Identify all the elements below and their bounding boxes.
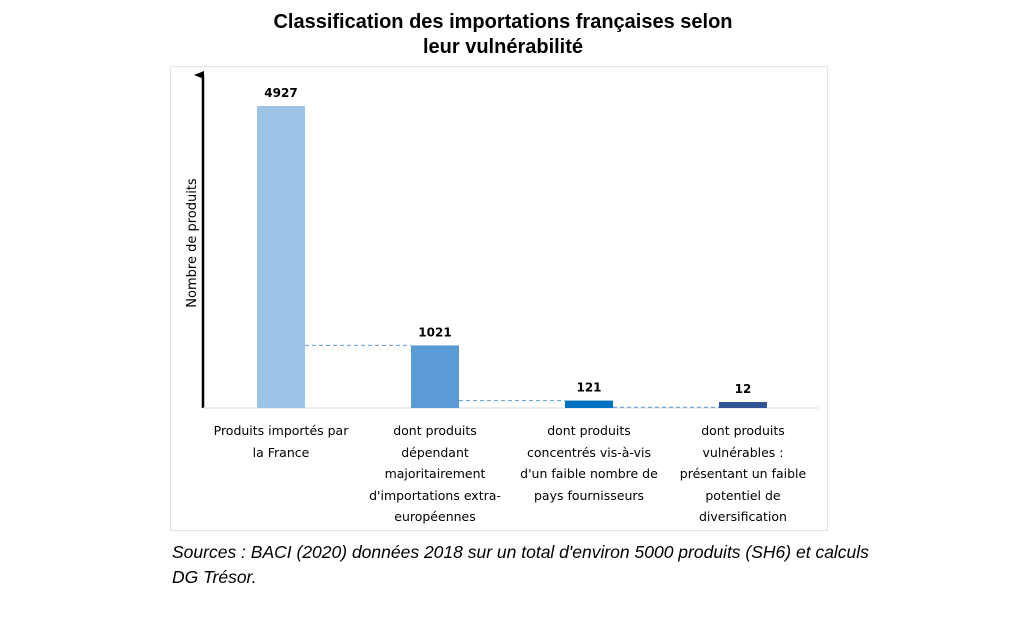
bar [411,345,459,408]
chart-title-line-2: leur vulnérabilité [422,36,584,58]
chart-title-line-1: Classification des importations français… [273,11,733,33]
x-tick-label-line: majoritairement [384,466,486,481]
x-tick-label-line: dont produits [547,423,631,438]
x-tick-label-line: concentrés vis-à-vis [527,444,651,460]
x-tick-label-line: vulnérables : [702,444,784,460]
x-tick-label-line: présentant un faible [679,466,807,481]
x-tick-label-line: Produits importés par [213,423,349,438]
source-note: Sources : BACI (2020) données 2018 sur u… [172,542,869,587]
x-tick-label-line: européennes [394,509,476,524]
x-tick-label: dont produits dépendant majoritairement d'i… [360,420,510,528]
x-tick-label-line: diversification [699,509,787,524]
bar-value-label: 4927 [264,86,297,100]
bar [257,106,305,408]
bar [565,400,613,408]
x-tick-label-line: la France [252,444,310,460]
x-tick-label-line: dont produits [701,423,785,438]
x-tick-label-line: d'un faible nombre de [520,466,658,481]
x-tick-label-line: dépendant [401,444,469,460]
chart-title: Classification des importations français… [0,10,1006,60]
bar-value-label: 12 [735,382,752,396]
x-tick-label: dont produits vulnérables : présentant un … [668,420,818,528]
x-tick-label: dont produits concentrés vis-à-vis d'un fa… [514,420,664,506]
bar [719,402,767,408]
x-tick-label-line: d'importations extra- [369,487,501,503]
x-tick-label-line: dont produits [393,423,477,438]
x-tick-label-line: pays fournisseurs [533,487,645,503]
x-tick-label-line: potentiel de [705,487,781,503]
x-tick-label: Produits importés par la France [206,420,356,463]
y-axis-label: Nombre de produits [185,178,200,308]
chart-frame [170,66,828,531]
bar-value-label: 1021 [418,325,451,339]
bar-value-label: 121 [576,381,601,395]
